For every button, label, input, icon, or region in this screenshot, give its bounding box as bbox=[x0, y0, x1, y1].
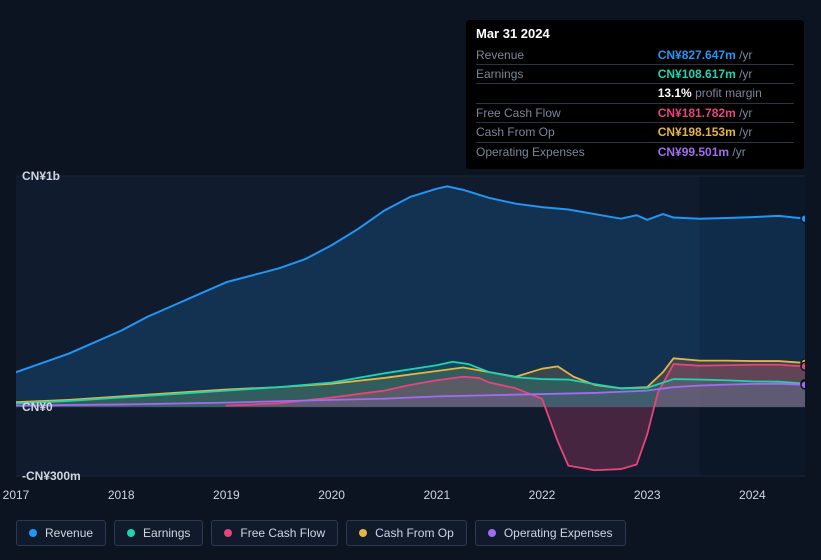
legend-label: Earnings bbox=[143, 526, 190, 540]
x-axis-tick-label: 2021 bbox=[423, 488, 450, 502]
x-axis-tick-label: 2024 bbox=[739, 488, 766, 502]
chart-area: CN¥1bCN¥0-CN¥300m 2017201820192020202120… bbox=[16, 160, 805, 480]
tooltip-date: Mar 31 2024 bbox=[476, 26, 794, 42]
tooltip-row-value: CN¥108.617m /yr bbox=[658, 64, 794, 83]
tooltip-table: RevenueCN¥827.647m /yrEarningsCN¥108.617… bbox=[476, 46, 794, 161]
legend: Revenue Earnings Free Cash Flow Cash From O… bbox=[16, 520, 626, 546]
x-axis-tick-label: 2022 bbox=[529, 488, 556, 502]
x-axis-tick-label: 2020 bbox=[318, 488, 345, 502]
x-axis-tick-label: 2019 bbox=[213, 488, 240, 502]
legend-dot bbox=[359, 529, 367, 537]
legend-item[interactable]: Cash From Op bbox=[346, 520, 467, 546]
chart-tooltip: Mar 31 2024 RevenueCN¥827.647m /yrEarnin… bbox=[466, 20, 804, 169]
root: Mar 31 2024 RevenueCN¥827.647m /yrEarnin… bbox=[0, 0, 821, 560]
y-axis-tick-label: -CN¥300m bbox=[22, 469, 81, 483]
tooltip-row-value: CN¥99.501m /yr bbox=[658, 142, 794, 161]
legend-label: Operating Expenses bbox=[504, 526, 613, 540]
legend-dot bbox=[29, 529, 37, 537]
legend-item[interactable]: Earnings bbox=[114, 520, 203, 546]
legend-item[interactable]: Free Cash Flow bbox=[211, 520, 338, 546]
x-axis-tick-label: 2023 bbox=[634, 488, 661, 502]
tooltip-row-label: Revenue bbox=[476, 46, 658, 65]
y-axis-tick-label: CN¥0 bbox=[22, 400, 53, 414]
legend-dot bbox=[488, 529, 496, 537]
legend-dot bbox=[224, 529, 232, 537]
tooltip-row-label bbox=[476, 84, 658, 103]
legend-item[interactable]: Operating Expenses bbox=[475, 520, 626, 546]
tooltip-row-label: Free Cash Flow bbox=[476, 103, 658, 122]
tooltip-row-label: Earnings bbox=[476, 64, 658, 83]
tooltip-row-value: 13.1% profit margin bbox=[658, 84, 794, 103]
x-axis-tick-label: 2017 bbox=[3, 488, 30, 502]
legend-item[interactable]: Revenue bbox=[16, 520, 106, 546]
legend-label: Free Cash Flow bbox=[240, 526, 325, 540]
legend-dot bbox=[127, 529, 135, 537]
tooltip-row-value: CN¥827.647m /yr bbox=[658, 46, 794, 65]
legend-label: Cash From Op bbox=[375, 526, 454, 540]
tooltip-row-label: Cash From Op bbox=[476, 123, 658, 142]
tooltip-row-value: CN¥181.782m /yr bbox=[658, 103, 794, 122]
legend-label: Revenue bbox=[45, 526, 93, 540]
tooltip-row-value: CN¥198.153m /yr bbox=[658, 123, 794, 142]
tooltip-row-label: Operating Expenses bbox=[476, 142, 658, 161]
x-axis-tick-label: 2018 bbox=[108, 488, 135, 502]
y-axis-tick-label: CN¥1b bbox=[22, 169, 60, 183]
chart-svg[interactable] bbox=[16, 160, 805, 516]
